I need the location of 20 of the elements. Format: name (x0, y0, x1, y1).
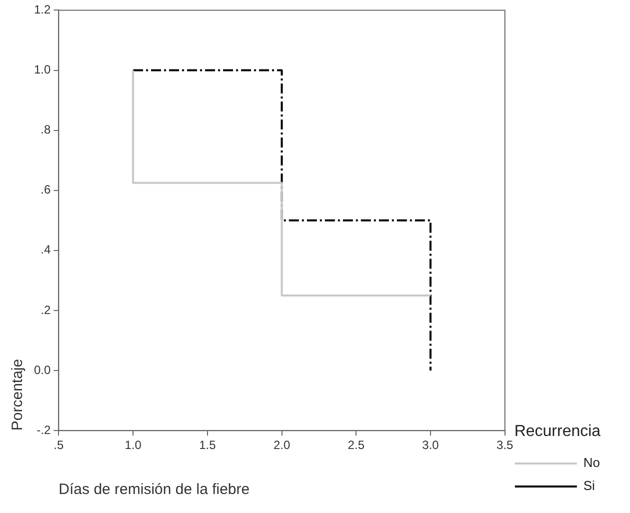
x-tick-label: 1.5 (199, 438, 216, 452)
legend-label: No (583, 455, 600, 470)
y-tick-label: -.2 (36, 422, 51, 437)
y-tick-label: 1.2 (34, 2, 51, 17)
x-axis-title: Días de remisión de la fiebre (58, 481, 250, 498)
x-tick-label: 1.0 (124, 438, 142, 452)
x-tick-label: 3.5 (496, 438, 514, 452)
y-axis-title: Porcentaje (9, 358, 26, 431)
y-tick-label: 1.0 (34, 62, 51, 77)
x-tick-label: 2.0 (273, 438, 290, 452)
y-tick-label: .6 (40, 182, 51, 197)
x-tick-label: .5 (54, 438, 64, 452)
legend-title: Recurrencia (514, 423, 601, 440)
legend-label: Si (583, 478, 596, 494)
y-tick-label: .4 (40, 242, 51, 257)
y-tick-label: 0.0 (34, 362, 51, 377)
x-tick-label: 2.5 (348, 438, 365, 452)
y-tick-label: .2 (40, 302, 51, 317)
y-tick-label: .8 (40, 122, 51, 137)
x-tick-label: 3.0 (422, 438, 440, 452)
